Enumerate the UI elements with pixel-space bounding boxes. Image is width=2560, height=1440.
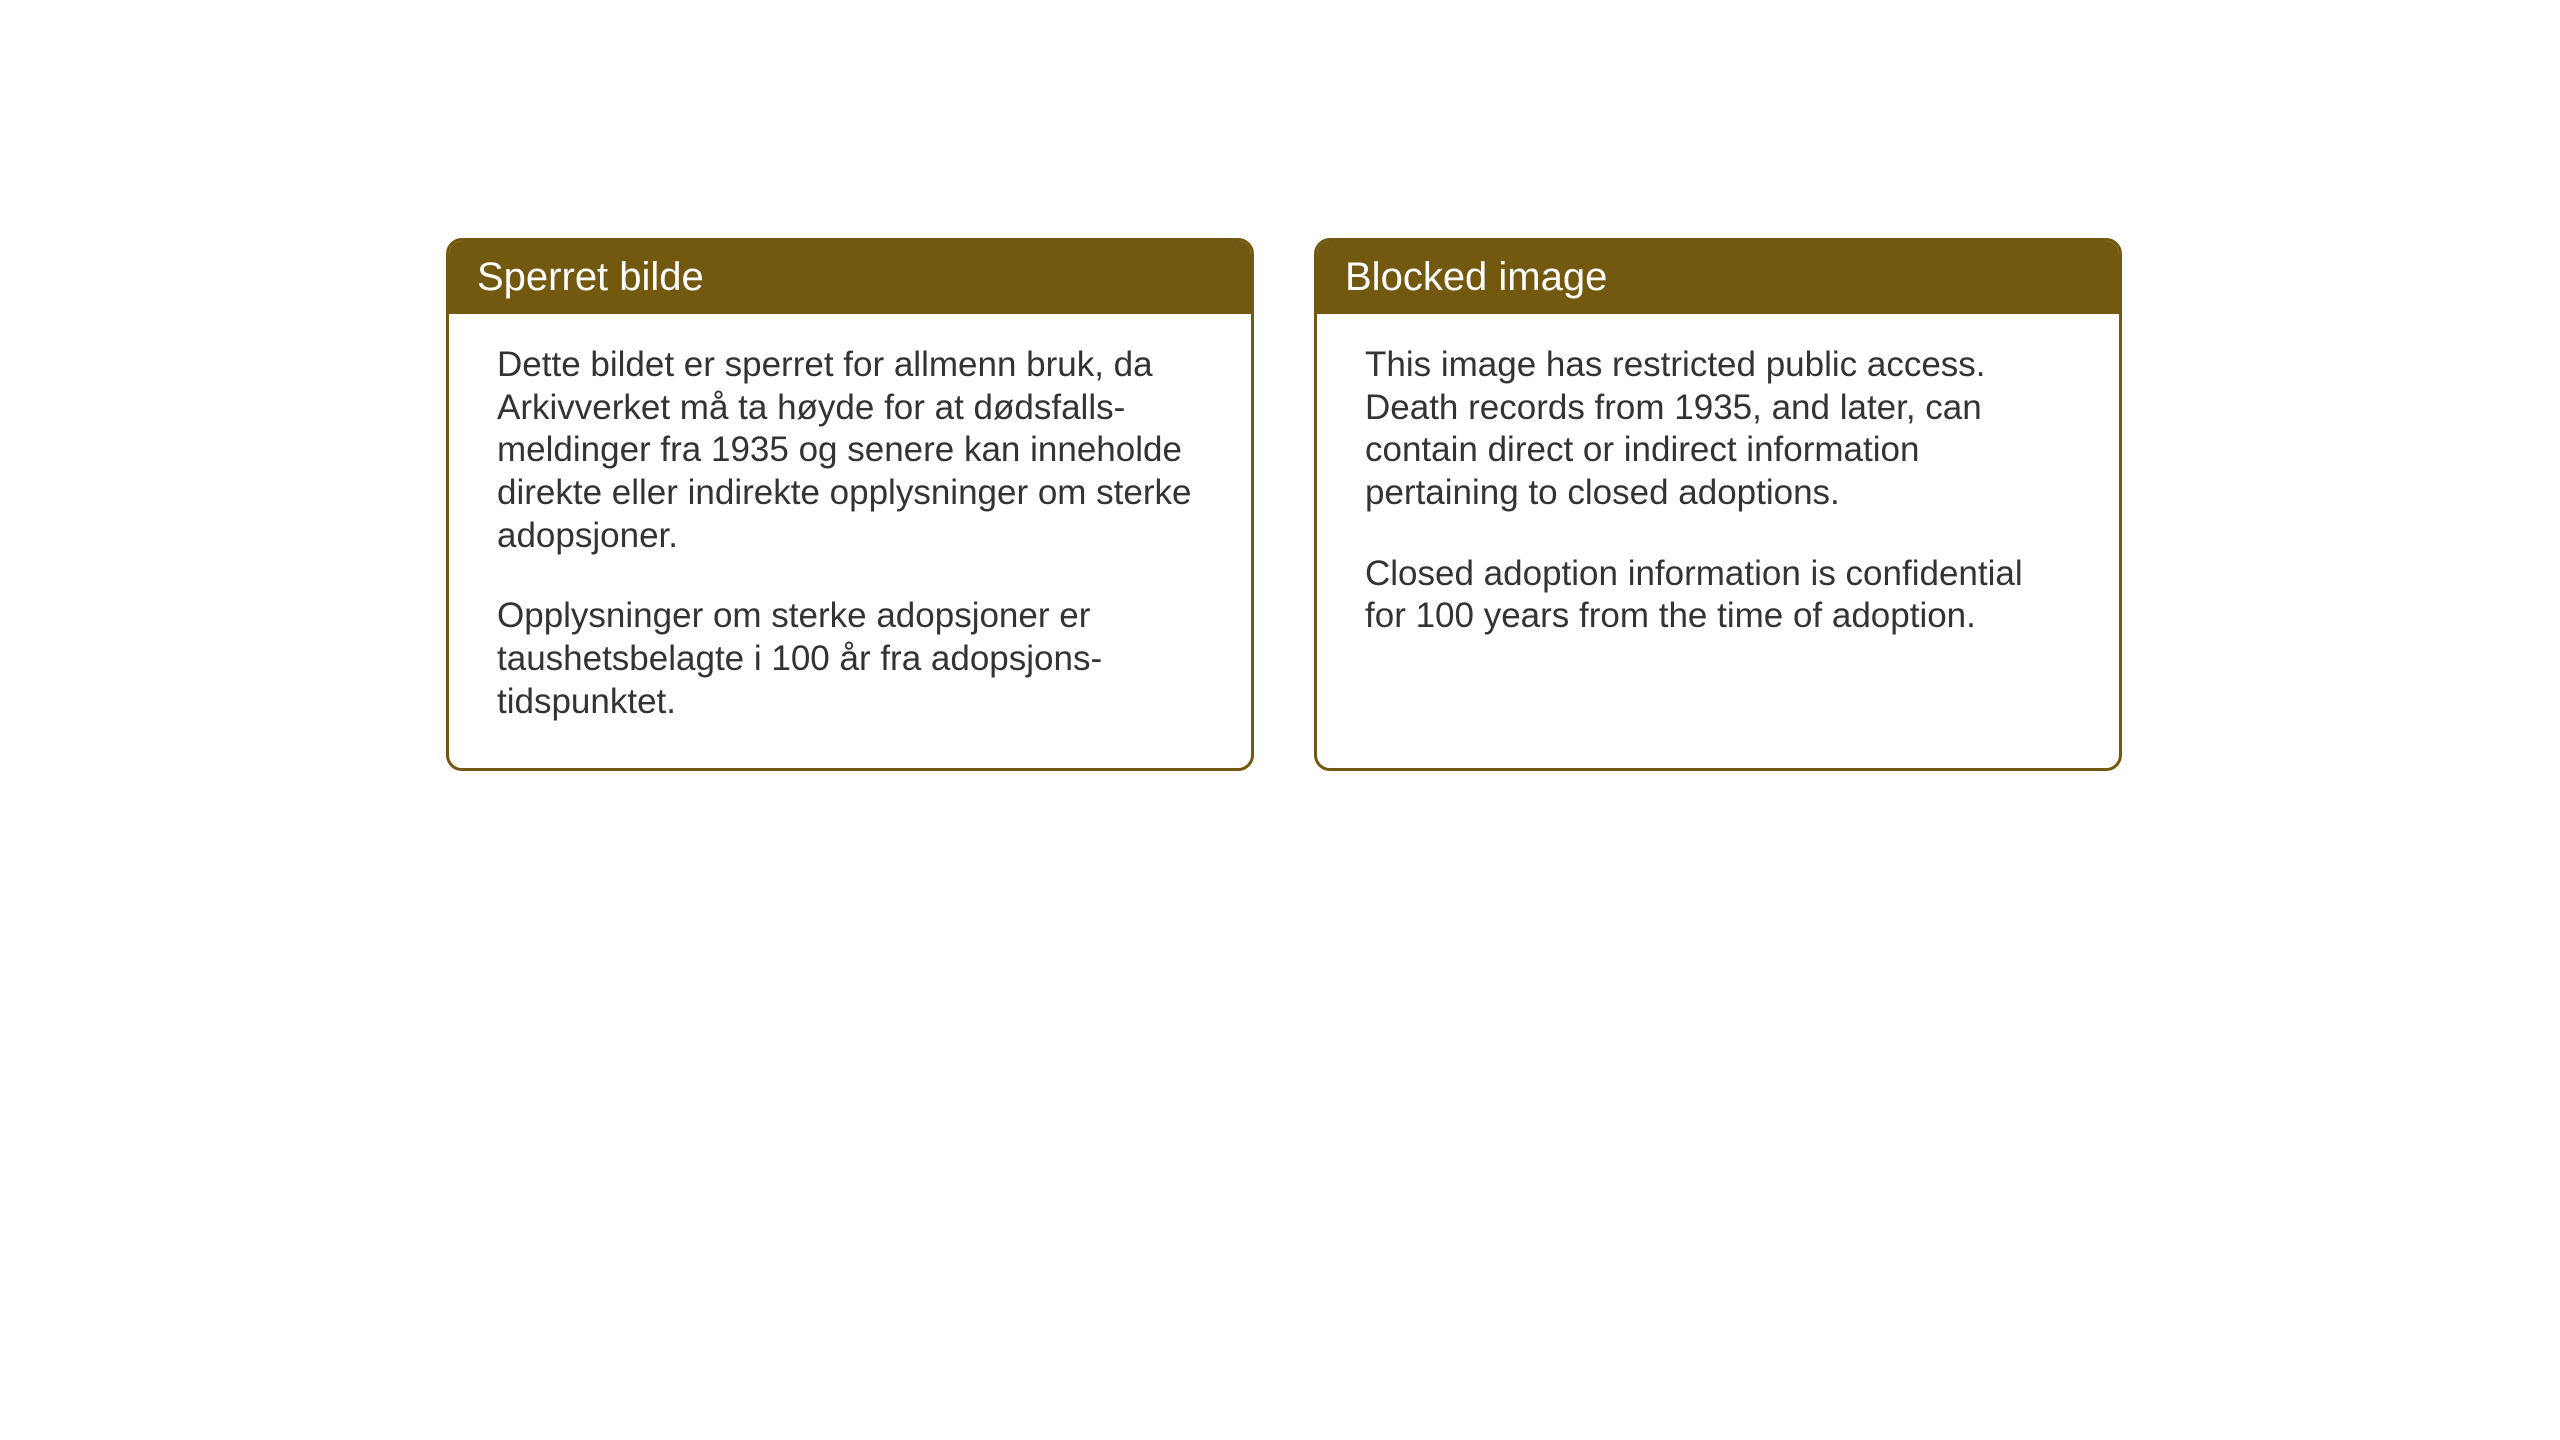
norwegian-notice-card: Sperret bilde Dette bildet er sperret fo… [446, 238, 1254, 771]
norwegian-notice-paragraph-1: Dette bildet er sperret for allmenn bruk… [497, 344, 1203, 557]
english-notice-paragraph-1: This image has restricted public access.… [1365, 344, 2071, 515]
norwegian-notice-body: Dette bildet er sperret for allmenn bruk… [449, 314, 1251, 768]
english-notice-body: This image has restricted public access.… [1317, 314, 2119, 682]
notice-container: Sperret bilde Dette bildet er sperret fo… [446, 238, 2122, 771]
norwegian-notice-title: Sperret bilde [449, 241, 1251, 314]
norwegian-notice-paragraph-2: Opplysninger om sterke adopsjoner er tau… [497, 595, 1203, 723]
english-notice-title: Blocked image [1317, 241, 2119, 314]
english-notice-card: Blocked image This image has restricted … [1314, 238, 2122, 771]
english-notice-paragraph-2: Closed adoption information is confident… [1365, 553, 2071, 638]
